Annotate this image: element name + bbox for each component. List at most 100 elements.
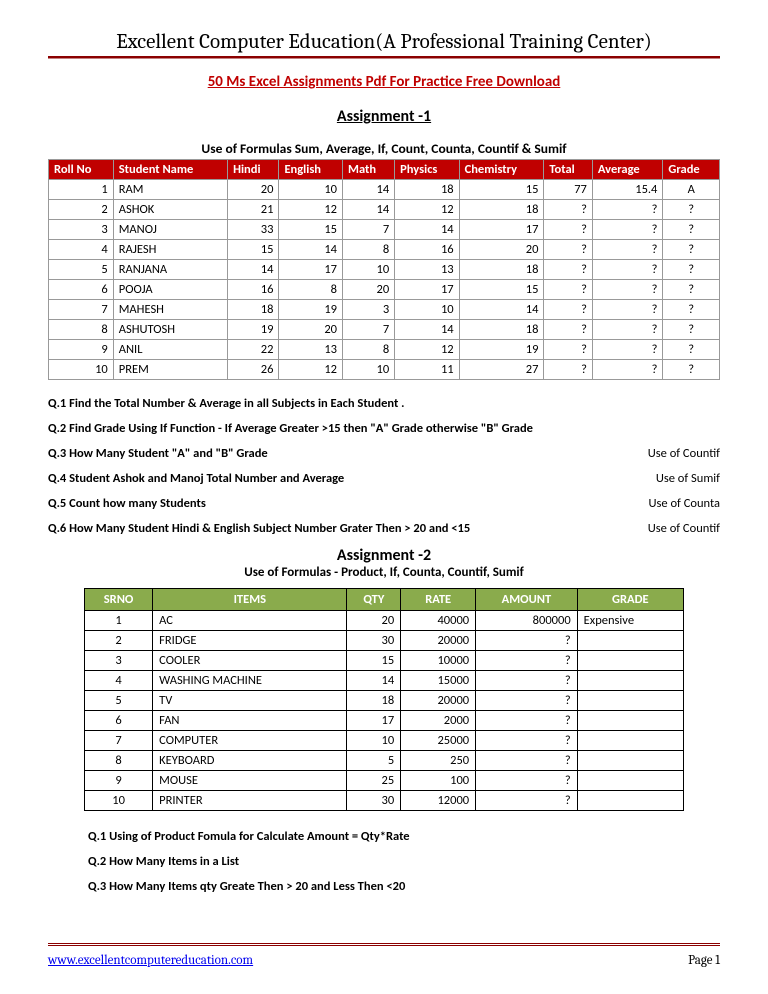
table-cell: ?	[592, 320, 663, 340]
table-cell: 7	[343, 220, 395, 240]
table-header-cell: Roll No	[49, 160, 114, 180]
table-cell: ?	[663, 280, 720, 300]
table-cell: 12	[279, 360, 343, 380]
table-row: 6FAN172000?	[85, 711, 684, 731]
table-cell: 12	[395, 200, 459, 220]
question-text: Q.2 How Many Items in a List	[88, 854, 720, 869]
table-cell: 16	[395, 240, 459, 260]
table-row: 7COMPUTER1025000?	[85, 731, 684, 751]
table-cell: 21	[228, 200, 279, 220]
table-cell: ?	[663, 240, 720, 260]
table-cell	[577, 691, 683, 711]
table-cell: 8	[85, 751, 153, 771]
table-cell: ?	[544, 200, 592, 220]
table-cell: 16	[228, 280, 279, 300]
table-cell: 14	[343, 180, 395, 200]
question-hint: Use of Counta	[649, 496, 720, 511]
table-cell: 7	[85, 731, 153, 751]
assignment2-title: Assignment -2	[48, 546, 720, 565]
question-text: Q.2 Find Grade Using If Function - If Av…	[48, 421, 533, 436]
table-cell: 14	[343, 200, 395, 220]
assignment1-caption: Use of Formulas Sum, Average, If, Count,…	[48, 140, 720, 157]
table-cell: 1	[85, 611, 153, 631]
table-cell: 9	[85, 771, 153, 791]
table-cell: ?	[663, 220, 720, 240]
table-cell: 100	[401, 771, 476, 791]
question-row: Q.1 Find the Total Number & Average in a…	[48, 396, 720, 411]
header-divider	[48, 56, 720, 59]
table-cell: 2000	[401, 711, 476, 731]
question-text: Q.1 Using of Product Fomula for Calculat…	[88, 829, 720, 844]
table-cell: 14	[395, 320, 459, 340]
table-cell: 14	[228, 260, 279, 280]
table-cell: COMPUTER	[153, 731, 347, 751]
table-cell: 18	[347, 691, 401, 711]
table-cell: 7	[343, 320, 395, 340]
table-cell: 15	[279, 220, 343, 240]
table-cell: ?	[592, 260, 663, 280]
question-row: Q.2 Find Grade Using If Function - If Av…	[48, 421, 720, 436]
table-cell: 17	[347, 711, 401, 731]
table-cell: ?	[476, 671, 578, 691]
question-text: Q.3 How Many Student "A" and "B" Grade	[48, 446, 268, 461]
table-header-cell: AMOUNT	[476, 589, 578, 611]
table-cell: RAM	[113, 180, 227, 200]
table-cell: 18	[459, 200, 544, 220]
table-cell: ?	[663, 260, 720, 280]
table-cell	[577, 711, 683, 731]
question-text: Q.5 Count how many Students	[48, 496, 206, 511]
table-row: 8ASHUTOSH192071418???	[49, 320, 720, 340]
page-number: Page 1	[688, 953, 720, 968]
table-cell: 8	[279, 280, 343, 300]
table-cell: ?	[476, 691, 578, 711]
table-cell: ?	[544, 300, 592, 320]
table-cell: ?	[663, 360, 720, 380]
table-cell: RAJESH	[113, 240, 227, 260]
table-cell	[577, 631, 683, 651]
table-cell: 18	[459, 320, 544, 340]
question-text: Q.1 Find the Total Number & Average in a…	[48, 396, 404, 411]
table-header-cell: SRNO	[85, 589, 153, 611]
table-header-cell: Total	[544, 160, 592, 180]
table-cell: 19	[279, 300, 343, 320]
table-cell: ?	[476, 731, 578, 751]
table-cell: ?	[544, 220, 592, 240]
table-cell: ?	[544, 280, 592, 300]
table-row: 1AC2040000800000Expensive	[85, 611, 684, 631]
table-cell: 14	[395, 220, 459, 240]
table-cell: ?	[592, 340, 663, 360]
page-footer: www.excellentcomputereducation.com Page …	[48, 953, 720, 968]
table-cell: 22	[228, 340, 279, 360]
table-cell	[577, 751, 683, 771]
table-row: 3MANOJ331571417???	[49, 220, 720, 240]
table-cell: 4	[49, 240, 114, 260]
question-text: Q.6 How Many Student Hindi & English Sub…	[48, 521, 470, 536]
table-cell: 3	[85, 651, 153, 671]
table-cell: ?	[592, 300, 663, 320]
assignment2-caption: Use of Formulas - Product, If, Counta, C…	[48, 565, 720, 580]
footer-link[interactable]: www.excellentcomputereducation.com	[48, 953, 253, 968]
table-cell: 77	[544, 180, 592, 200]
table-cell: 26	[228, 360, 279, 380]
table-cell: PRINTER	[153, 791, 347, 811]
table-cell: 8	[343, 240, 395, 260]
table-cell: 8	[343, 340, 395, 360]
table-cell	[577, 791, 683, 811]
table-cell: 10	[395, 300, 459, 320]
table-cell: 20	[459, 240, 544, 260]
question-row: Q.5 Count how many Students Use of Counta	[48, 496, 720, 511]
table-header-cell: GRADE	[577, 589, 683, 611]
question-row: Q.3 How Many Student "A" and "B" GradeUs…	[48, 446, 720, 461]
table-cell: 7	[49, 300, 114, 320]
table-cell: 18	[228, 300, 279, 320]
table-cell: ?	[476, 711, 578, 731]
table-cell: 3	[49, 220, 114, 240]
page-subtitle: 50 Ms Excel Assignments Pdf For Practice…	[48, 73, 720, 91]
table-cell: 15	[459, 280, 544, 300]
table-header-cell: Grade	[663, 160, 720, 180]
table-cell: 5	[85, 691, 153, 711]
table-cell: ?	[592, 280, 663, 300]
table-cell: 17	[395, 280, 459, 300]
table-cell: 800000	[476, 611, 578, 631]
table-cell	[577, 731, 683, 751]
